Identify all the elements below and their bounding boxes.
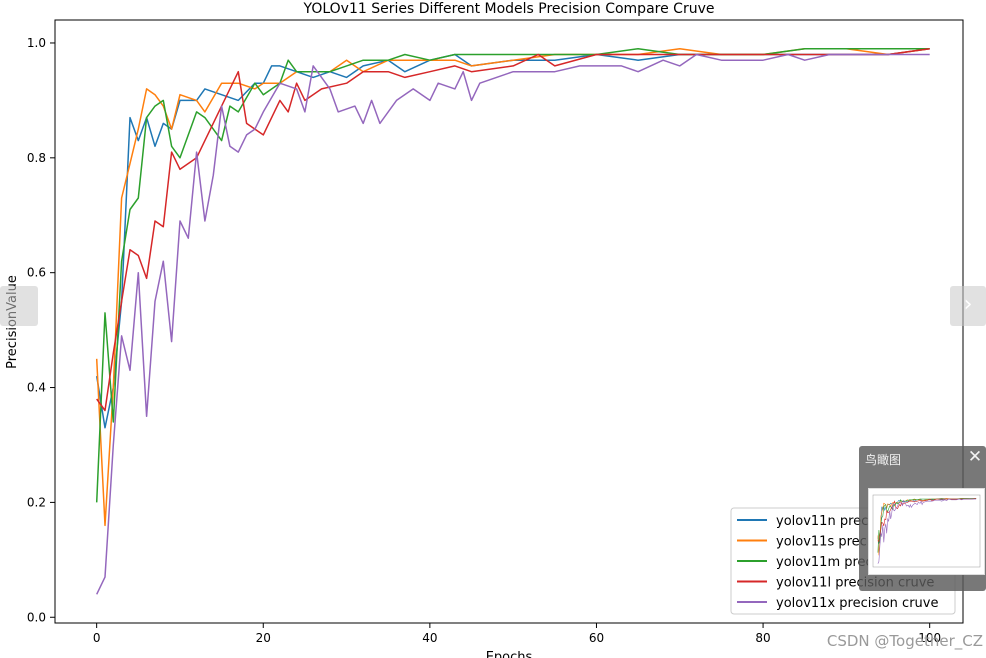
overview-thumbnail[interactable]	[868, 488, 985, 575]
y-axis-ticks: 0.0 0.2 0.4 0.6 0.8 1.0	[27, 36, 55, 624]
y-tick-label: 0.0	[27, 610, 46, 624]
watermark: CSDN @Together_CZ	[827, 632, 983, 651]
x-tick-label: 0	[93, 631, 101, 645]
x-axis-ticks: 0 20 40 60 80 100	[93, 623, 941, 645]
overview-panel[interactable]: 鸟瞰图 ✕	[859, 446, 986, 591]
x-tick-label: 60	[589, 631, 604, 645]
chart-title: YOLOv11 Series Different Models Precisio…	[303, 1, 715, 17]
thumbnail-series-line	[877, 498, 977, 564]
x-tick-label: 80	[755, 631, 770, 645]
y-tick-label: 0.6	[27, 266, 46, 280]
legend-label: yolov11x precision cruve	[776, 596, 938, 611]
x-tick-label: 40	[422, 631, 437, 645]
y-tick-label: 0.2	[27, 495, 46, 509]
series-line-3	[95, 47, 930, 503]
x-tick-label: 20	[256, 631, 271, 645]
y-tick-label: 1.0	[27, 36, 46, 50]
thumbnail-series-line	[877, 498, 977, 543]
x-tick-label: 100	[918, 631, 941, 645]
previous-image-button[interactable]	[0, 286, 38, 326]
y-tick-label: 0.8	[27, 151, 46, 165]
x-axis-label: Epochs	[486, 650, 533, 658]
y-tick-label: 0.4	[27, 381, 46, 395]
chevron-right-icon: ›	[963, 292, 973, 317]
next-image-button[interactable]: ›	[950, 286, 986, 326]
series-line-4	[96, 47, 930, 412]
series-line-5	[96, 53, 930, 595]
overview-title: 鸟瞰图	[865, 453, 902, 467]
thumbnail-series-line	[877, 498, 977, 553]
close-icon[interactable]: ✕	[967, 447, 983, 467]
series-line-1	[95, 47, 930, 429]
thumbnail-frame	[872, 494, 981, 568]
series-lines	[95, 47, 930, 595]
thumbnail-series-line	[877, 498, 977, 544]
thumbnail-preview	[872, 494, 981, 568]
